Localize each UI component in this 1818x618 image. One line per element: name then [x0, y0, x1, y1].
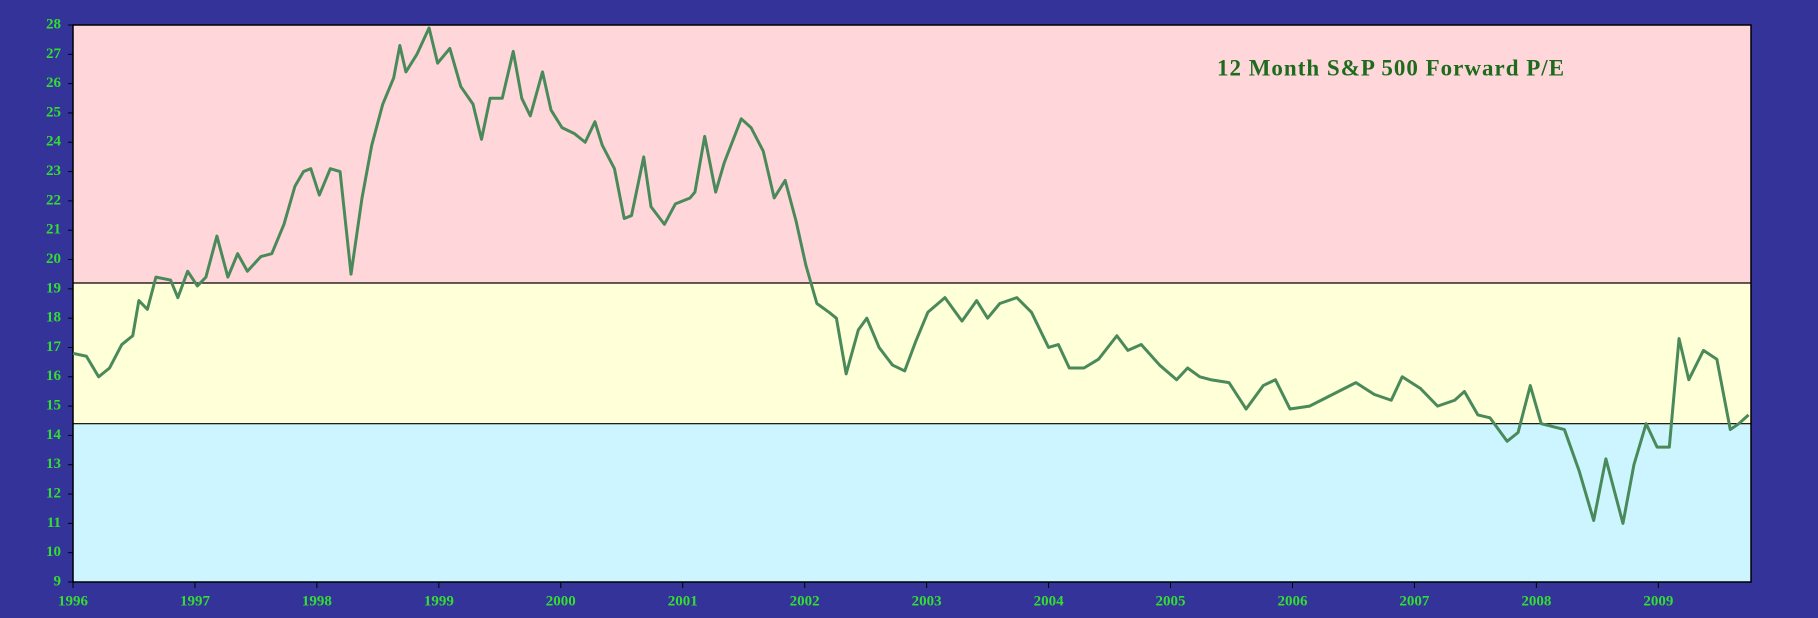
y-tick-label: 11: [47, 515, 61, 531]
x-tick-label: 2000: [546, 593, 576, 609]
zone-band: [73, 25, 1751, 283]
x-tick-label: 2003: [912, 593, 942, 609]
y-tick-label: 17: [46, 339, 62, 355]
x-tick-label: 2004: [1034, 593, 1065, 609]
y-tick-label: 24: [46, 134, 62, 150]
x-tick-label: 1996: [58, 593, 89, 609]
plot-area: 9 10 11 12 13 14 15 16 17 18 19 20 21 22 23 24 25 26 27 28 1…: [46, 16, 1752, 609]
x-tick-label: 2005: [1156, 593, 1186, 609]
y-tick-label: 18: [46, 310, 61, 326]
y-tick-label: 25: [46, 104, 61, 120]
zone-band: [73, 423, 1751, 582]
x-tick-label: 2001: [668, 593, 698, 609]
y-tick-label: 28: [46, 16, 61, 32]
pe-line: [72, 26, 1750, 525]
plot-frame: [72, 24, 1752, 583]
y-tick-label: 12: [46, 485, 61, 501]
x-tick-label: 1997: [180, 593, 211, 609]
x-tick-label: 2002: [790, 593, 820, 609]
x-tick-label: 2007: [1399, 593, 1430, 609]
y-tick-label: 19: [46, 280, 61, 296]
y-tick-label: 21: [46, 222, 61, 238]
x-tick-label: 1999: [424, 593, 454, 609]
y-tick-label: 10: [46, 544, 61, 560]
x-tick-label: 1998: [302, 593, 332, 609]
y-tick-label: 14: [46, 427, 62, 443]
y-tick-label: 16: [46, 368, 62, 384]
x-tick-label: 2008: [1521, 593, 1551, 609]
y-tick-label: 15: [46, 398, 61, 414]
x-tick-label: 2009: [1643, 593, 1673, 609]
y-tick-label: 27: [46, 46, 62, 62]
y-tick-label: 9: [54, 573, 62, 589]
y-tick-label: 20: [46, 251, 61, 267]
y-tick-label: 13: [46, 456, 61, 472]
y-tick-label: 22: [46, 192, 61, 208]
y-tick-label: 26: [46, 75, 62, 91]
x-tick-label: 2006: [1277, 593, 1308, 609]
chart-title: 12 Month S&P 500 Forward P/E: [1217, 55, 1565, 80]
y-tick-label: 23: [46, 163, 61, 179]
